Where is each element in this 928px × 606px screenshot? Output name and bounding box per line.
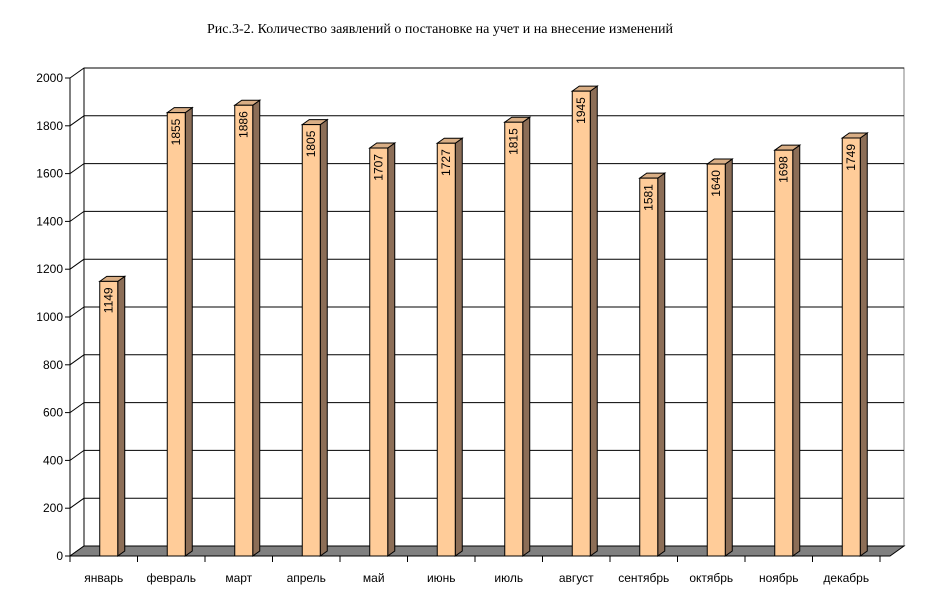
y-tick-label: 1200 <box>36 262 63 276</box>
bar-front <box>234 104 254 557</box>
bar-front <box>639 177 659 557</box>
bar: 1581 <box>638 172 667 557</box>
gridline-depth <box>69 210 85 222</box>
bar-side <box>792 144 801 557</box>
x-tick-label: апрель <box>287 571 326 585</box>
bar-value-label: 1945 <box>574 97 588 124</box>
x-tick-labels: январь февраль март апрель май июнь июль август… <box>84 571 869 585</box>
bar: 1727 <box>435 137 464 557</box>
bar: 1945 <box>570 85 599 557</box>
bar-value-label: 1805 <box>304 130 318 157</box>
bar-front <box>504 121 524 557</box>
bar-value-label: 1749 <box>844 144 858 171</box>
bar-side <box>724 158 733 557</box>
bar-front <box>301 124 321 557</box>
bar-front <box>571 90 591 557</box>
bar-front <box>99 280 119 557</box>
bar-value-label: 1581 <box>642 184 656 211</box>
bar-side <box>859 132 868 557</box>
bar-side <box>387 142 396 557</box>
bar-side <box>522 116 531 557</box>
bar-side <box>454 137 463 557</box>
bar-side <box>184 106 193 557</box>
gridline-depth <box>69 497 85 509</box>
x-tick-label: март <box>225 571 252 585</box>
bar: 1640 <box>705 158 734 557</box>
bar-value-label: 1815 <box>507 128 521 155</box>
y-tick-label: 800 <box>43 358 63 372</box>
bar-side <box>319 118 328 557</box>
y-tick-label: 2000 <box>36 71 63 85</box>
y-tick-labels: 0 200 400 600 800 1000 1200 1400 1600 1800 2000 <box>36 71 70 563</box>
y-tick-label: 1800 <box>36 119 63 133</box>
bar-front <box>369 147 389 557</box>
x-tick-label: сентябрь <box>618 571 669 585</box>
bar: 1749 <box>840 132 869 557</box>
bar: 1698 <box>773 144 802 557</box>
gridline-depth <box>69 449 85 461</box>
gridline-depth <box>69 115 85 127</box>
gridline-depth <box>69 354 85 366</box>
y-tick-label: 1000 <box>36 310 63 324</box>
bar: 1886 <box>233 99 262 557</box>
y-tick-label: 400 <box>43 453 63 467</box>
x-tick-label: февраль <box>146 571 196 585</box>
bar: 1815 <box>503 116 532 557</box>
gridline-depth <box>69 402 85 414</box>
x-tick-label: май <box>363 571 385 585</box>
bar-front <box>166 112 186 557</box>
gridline-depth <box>69 306 85 318</box>
y-tick-label: 0 <box>56 549 63 563</box>
bar-value-label: 1698 <box>777 156 791 183</box>
bar-value-label: 1727 <box>439 149 453 176</box>
bar-value-label: 1886 <box>237 111 251 138</box>
bar: 1805 <box>300 118 329 557</box>
chart-title: Рис.3-2. Количество заявлений о постанов… <box>207 22 673 37</box>
bar: 1707 <box>368 142 397 557</box>
x-tick-label: ноябрь <box>759 571 799 585</box>
x-tick-label: июль <box>494 571 523 585</box>
x-tick-label: январь <box>84 571 123 585</box>
bar-front <box>841 137 861 557</box>
bar-value-label: 1640 <box>709 170 723 197</box>
bar-front <box>774 149 794 557</box>
gridline-depth <box>69 258 85 270</box>
gridline-depth <box>69 163 85 175</box>
bars: 1149 1855 1886 1805 1707 1727 1815 1945 1581 1640… <box>98 85 869 557</box>
bar-value-label: 1707 <box>372 154 386 181</box>
x-tick-label: август <box>559 571 594 585</box>
y-tick-label: 1600 <box>36 167 63 181</box>
bar-value-label: 1855 <box>169 118 183 145</box>
bar-side <box>117 275 126 557</box>
x-tick-label: июнь <box>427 571 456 585</box>
y-tick-label: 600 <box>43 406 63 420</box>
y-tick-label: 200 <box>43 501 63 515</box>
bar-front <box>436 142 456 557</box>
bar-side <box>657 172 666 557</box>
x-axis <box>69 555 890 562</box>
x-tick-label: октябрь <box>689 571 733 585</box>
y-tick-label: 1400 <box>36 214 63 228</box>
x-tick-label: декабрь <box>823 571 869 585</box>
bar: 1855 <box>165 106 194 557</box>
gridline-depth <box>69 67 85 79</box>
bar-value-label: 1149 <box>102 287 116 313</box>
bar: 1149 <box>98 275 127 557</box>
bar-front <box>706 163 726 557</box>
bar-side <box>589 85 598 557</box>
bar-side <box>252 99 261 557</box>
